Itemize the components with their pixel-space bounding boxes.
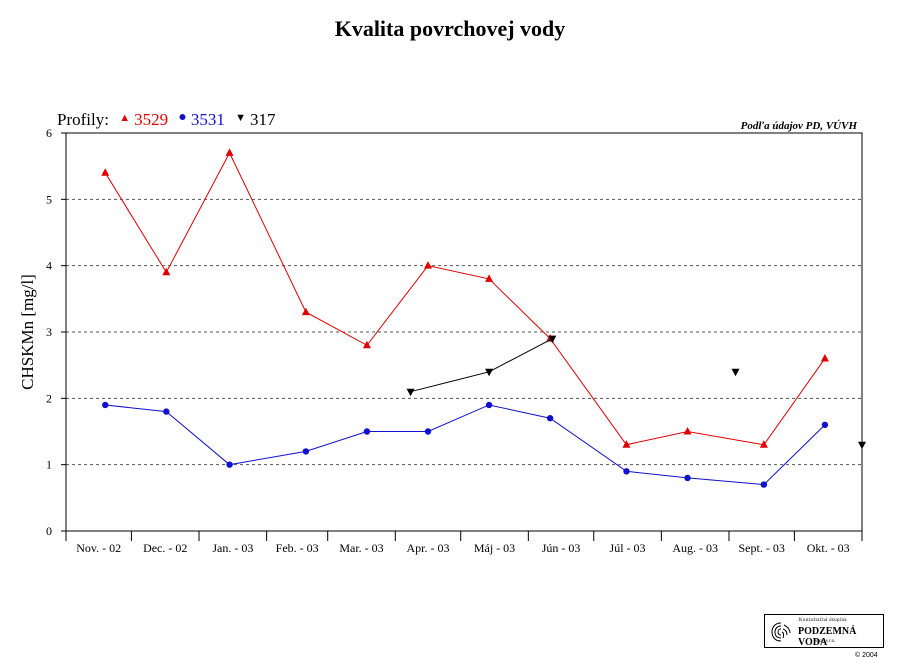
- x-tick-label-7: Jún - 03: [542, 541, 581, 555]
- data-point-3531-6: [485, 401, 493, 409]
- x-tick-label-5: Apr. - 03: [407, 541, 450, 555]
- x-tick-label-8: Júl - 03: [610, 541, 646, 555]
- legend-marker-3531: ●: [178, 110, 187, 126]
- legend-prefix: Profily:: [57, 110, 109, 130]
- data-point-3531-0: [102, 401, 109, 409]
- data-point-3529-0: [101, 168, 110, 176]
- y-tick-label-4: 4: [46, 259, 52, 273]
- data-point-3529-11: [820, 354, 829, 362]
- data-point-3531-9: [684, 474, 691, 482]
- chart-title: Kvalita povrchovej vody: [334, 16, 566, 41]
- y-axis-label: CHSKMn [mg/l]: [18, 274, 37, 390]
- data-point-3529-5: [424, 261, 433, 269]
- data-point-3531-11: [821, 421, 829, 429]
- data-point-3529-6: [485, 274, 494, 282]
- x-tick-label-2: Jan. - 03: [212, 541, 253, 555]
- data-point-3529-8: [622, 440, 631, 448]
- data-point-3529-9: [683, 427, 692, 435]
- x-tick-label-4: Mar. - 03: [339, 541, 383, 555]
- data-point-3531-5: [424, 428, 432, 435]
- data-point-3531-8: [623, 468, 630, 475]
- x-tick-label-9: Aug. - 03: [672, 541, 718, 555]
- legend-label-3531: 3531: [190, 110, 225, 130]
- x-tick-label-11: Okt. - 03: [807, 541, 850, 555]
- x-tick-label-0: Nov. - 02: [76, 541, 121, 555]
- legend-marker-317: ▼: [235, 112, 246, 125]
- data-point-317-1: [485, 368, 494, 377]
- y-tick-label-0: 0: [46, 524, 52, 538]
- logo-line2: PODZEMNÁ VODA: [798, 626, 857, 648]
- logo-line1: Konzultačná skupina: [799, 618, 847, 623]
- data-point-3531-10: [760, 481, 768, 488]
- series-line-3531: [105, 404, 826, 486]
- x-tick-label-6: Máj - 03: [474, 541, 515, 555]
- series-line-3529: [104, 151, 826, 446]
- data-point-317-0: [406, 388, 415, 397]
- data-point-3529-2: [225, 148, 234, 156]
- legend: Profily: ▲ 3529 ● 3531 ▼ 317: [57, 109, 275, 130]
- data-point-3531-1: [163, 408, 170, 415]
- legend-label-3529: 3529: [134, 110, 169, 130]
- data-point-3529-10: [759, 440, 768, 448]
- data-point-3531-4: [363, 428, 371, 435]
- y-tick-label-3: 3: [46, 325, 52, 339]
- source-note: Podľa údajov PD, VÚVH: [740, 120, 857, 132]
- data-point-3531-3: [302, 448, 310, 455]
- data-point-3531-2: [226, 461, 233, 468]
- y-tick-label-2: 2: [46, 391, 52, 405]
- series-line-317: [410, 338, 553, 393]
- y-tick-label-6: 6: [46, 126, 52, 140]
- y-tick-label-5: 5: [46, 192, 52, 206]
- data-point-317-3: [731, 368, 740, 377]
- x-tick-label-1: Dec. - 02: [143, 541, 187, 555]
- x-tick-label-10: Sept. - 03: [739, 541, 785, 555]
- data-point-317-4: [858, 441, 866, 450]
- data-point-3529-1: [162, 267, 171, 276]
- data-point-3529-4: [362, 340, 371, 349]
- copyright: © 2004: [855, 652, 878, 659]
- data-point-3531-7: [546, 415, 554, 422]
- y-tick-label-1: 1: [46, 458, 52, 472]
- legend-label-317: 317: [249, 110, 276, 130]
- x-tick-label-3: Feb. - 03: [276, 541, 319, 555]
- logo-line3: spol. s r.o.: [815, 639, 836, 644]
- logo-fingerprint-icon: [771, 622, 791, 642]
- company-logo: Konzultačná skupina PODZEMNÁ VODA spol. …: [764, 614, 884, 648]
- legend-marker-3529: ▲: [119, 112, 131, 125]
- data-point-3529-3: [301, 307, 310, 316]
- data-point-317-2: [548, 335, 557, 344]
